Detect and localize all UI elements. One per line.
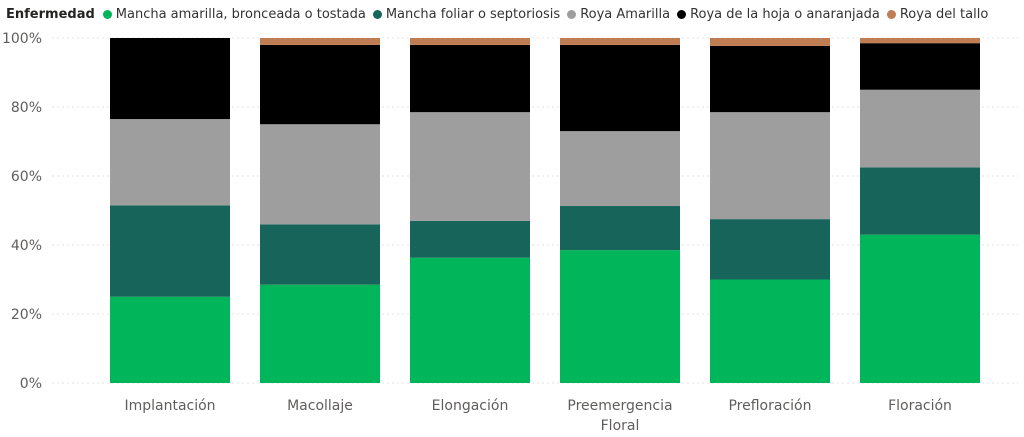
bar-segment — [260, 224, 380, 285]
legend-item[interactable]: Mancha amarilla, bronceada o tostada — [102, 6, 366, 22]
y-tick-label: 100% — [2, 31, 42, 47]
legend-marker — [677, 9, 687, 19]
bar-segment — [260, 284, 380, 383]
legend-label: Roya Amarilla — [580, 6, 671, 22]
bar-segment — [410, 112, 530, 221]
x-tick-label: Prefloración — [728, 398, 811, 414]
bar-segment — [260, 38, 380, 45]
bar-segment — [860, 89, 980, 168]
bar-segment — [560, 44, 680, 132]
bar-segment — [710, 45, 830, 113]
bar-segment — [110, 296, 230, 383]
bar-segment — [860, 167, 980, 235]
legend-label: Mancha amarilla, bronceada o tostada — [115, 6, 366, 22]
bar-segment — [560, 38, 680, 45]
legend-marker — [372, 9, 382, 19]
bar-segment — [560, 131, 680, 207]
bar-segment — [560, 250, 680, 383]
y-tick-label: 20% — [11, 307, 42, 323]
legend-item[interactable]: Mancha foliar o septoriosis — [372, 6, 561, 22]
bar-segment — [560, 206, 680, 251]
bar-segment — [260, 44, 380, 125]
y-tick-label: 60% — [11, 169, 42, 185]
x-tick-label: Macollaje — [287, 398, 353, 414]
x-tick-label: Floral — [601, 418, 640, 434]
bar-segment — [110, 38, 230, 120]
bar-segment — [710, 38, 830, 46]
x-tick-label: Floración — [888, 398, 952, 414]
x-tick-label: Preemergencia — [567, 398, 672, 414]
x-tick-label: Implantación — [124, 398, 215, 414]
legend-label: Mancha foliar o septoriosis — [385, 6, 561, 22]
bar-segment — [860, 234, 980, 383]
bar-segment — [410, 220, 530, 258]
legend-label: Roya del tallo — [899, 6, 989, 22]
bar-segment — [860, 43, 980, 90]
legend-label: Roya de la hoja o anaranjada — [690, 6, 880, 22]
bar-segment — [260, 124, 380, 225]
bar-segment — [410, 44, 530, 113]
legend-item[interactable]: Roya del tallo — [886, 6, 989, 22]
y-tick-label: 0% — [20, 376, 42, 392]
bar-segment — [860, 38, 980, 44]
legend-item[interactable]: Roya Amarilla — [567, 7, 670, 22]
legend-item[interactable]: Roya de la hoja o anaranjada — [677, 7, 880, 22]
legend-title: Enfermedad — [6, 6, 95, 22]
x-tick-label: Elongación — [432, 398, 509, 414]
bar-segment — [710, 219, 830, 280]
bar-segment — [410, 257, 530, 383]
legend-marker — [102, 9, 112, 19]
bar-segment — [710, 112, 830, 220]
bar-segment — [410, 38, 530, 45]
y-tick-label: 40% — [11, 238, 42, 254]
legend: Enfermedad Mancha amarilla, bronceada o … — [6, 4, 995, 24]
y-tick-label: 80% — [11, 100, 42, 116]
legend-marker — [567, 9, 577, 19]
bar-segment — [110, 205, 230, 297]
bar-segment — [110, 119, 230, 206]
bar-segment — [710, 279, 830, 383]
legend-marker — [886, 9, 896, 19]
